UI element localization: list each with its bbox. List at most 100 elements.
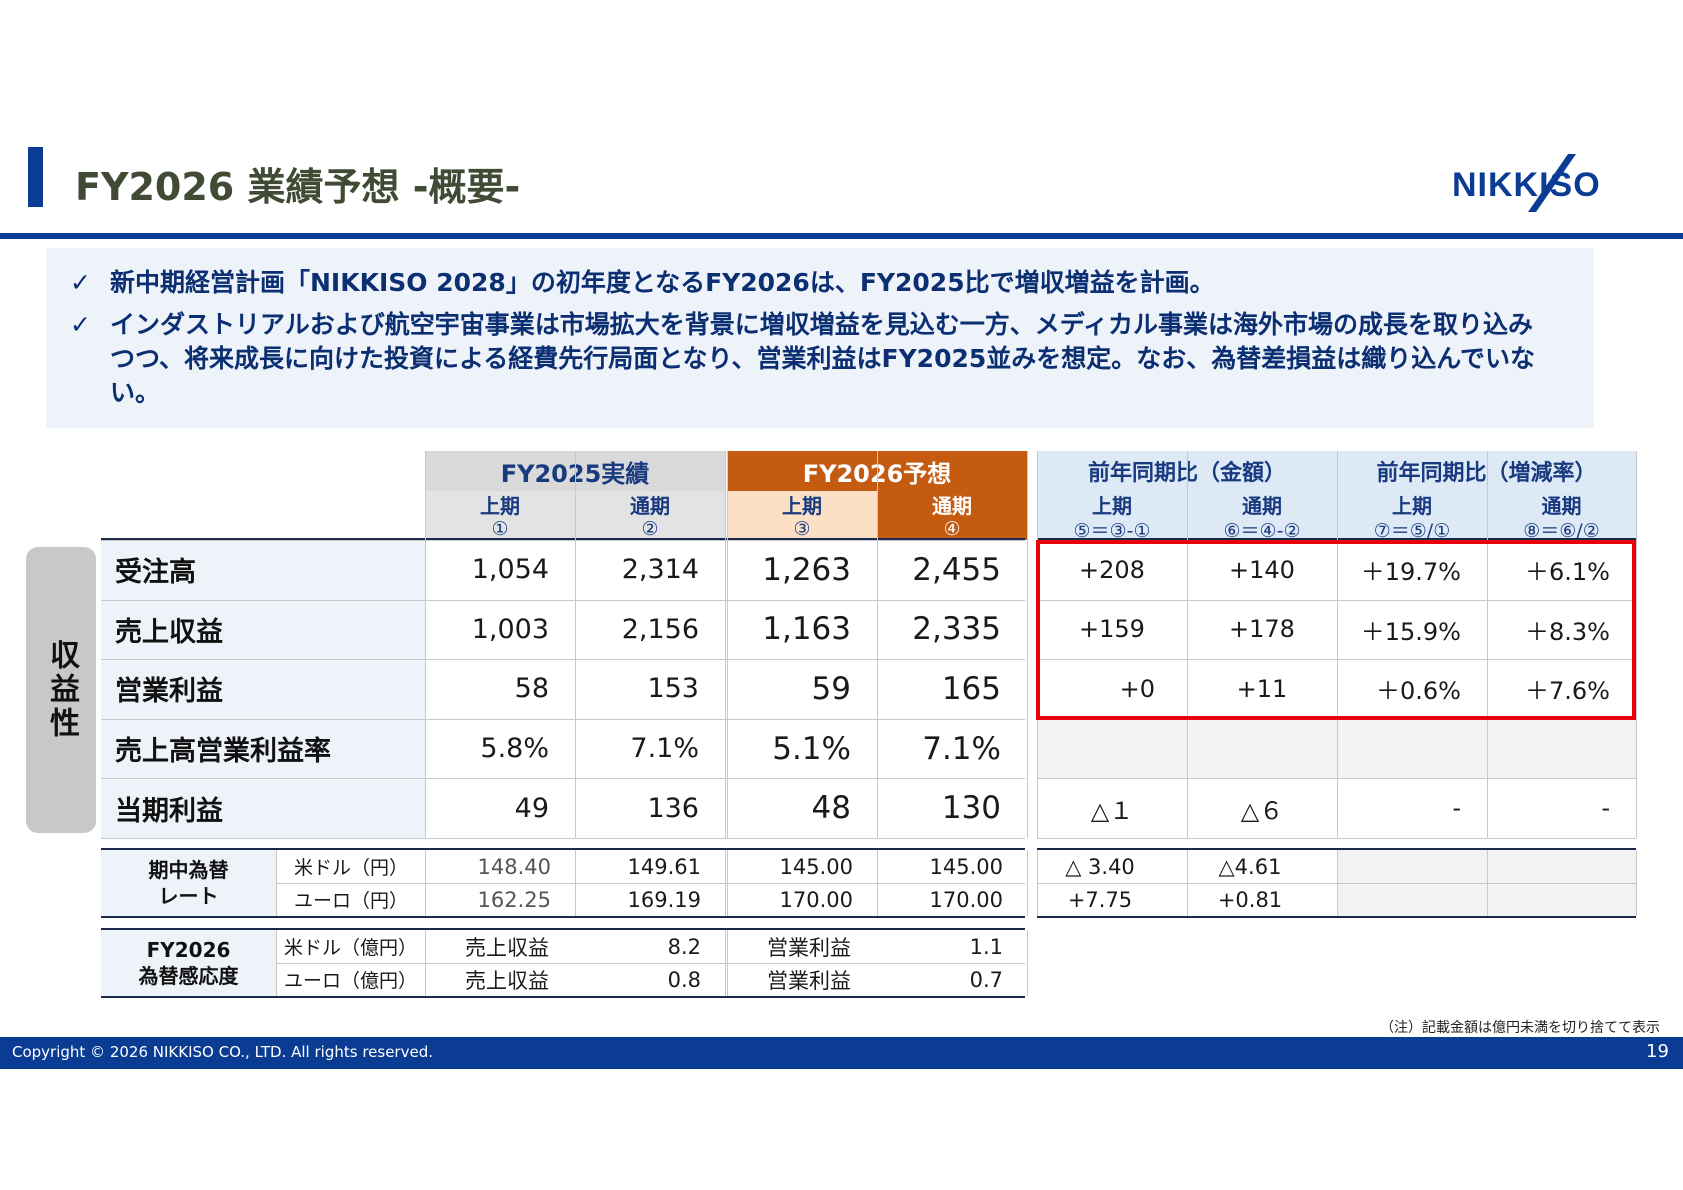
table-rule (101, 838, 1025, 839)
table-rule (1187, 451, 1188, 838)
table-rule (575, 451, 576, 838)
fx-empty-cell (1487, 850, 1636, 883)
table-rule (725, 850, 726, 916)
column-code: ⑤＝③-① (1037, 518, 1187, 542)
table-rule (727, 850, 728, 916)
table-rule (725, 930, 726, 996)
copyright: Copyright © 2026 NIKKISO CO., LTD. All r… (12, 1043, 433, 1061)
row-label: 当期利益 (101, 778, 425, 838)
table-rule (1027, 850, 1028, 916)
sensitivity-value: 0.7 (969, 967, 1003, 992)
table-rule (101, 778, 1025, 780)
sensitivity-item: 営業利益 (767, 935, 851, 960)
table-cell (1187, 718, 1337, 779)
table-rule (425, 850, 426, 916)
row-label: 売上高営業利益率 (101, 718, 425, 779)
table-cell: 58 (514, 673, 549, 705)
fx-cell: 145.00 (929, 854, 1003, 879)
table-cell (1337, 718, 1487, 779)
period-header: 上期 (1337, 491, 1487, 518)
table-cell: 5.8% (480, 733, 549, 765)
period-header: 上期 (1037, 491, 1187, 518)
column-code: ③ (727, 518, 877, 540)
table-cell: 1,003 (471, 613, 549, 645)
summary-bullet: ✓ インダストリアルおよび航空宇宙事業は市場拡大を背景に増収増益を見込む一方、メ… (70, 308, 1554, 410)
table-rule (101, 659, 1025, 661)
sensitivity-value: 0.8 (667, 967, 701, 992)
row-label: 売上収益 (101, 599, 425, 660)
period-header: 通期 (877, 491, 1027, 518)
table-cell: △１ (1090, 796, 1134, 825)
table-rule (425, 451, 426, 838)
table-cell: 59 (811, 670, 851, 707)
table-rule (101, 540, 1025, 541)
period-header: 通期 (1187, 491, 1337, 518)
period-header: 通期 (1487, 491, 1636, 518)
sensitivity-label-line: 為替感応度 (138, 964, 239, 988)
fx-cell: △4.61 (1218, 854, 1282, 879)
table-rule (1027, 451, 1028, 838)
table-rule (1487, 451, 1488, 838)
table-rule (727, 451, 728, 838)
table-rule (727, 930, 728, 996)
table-rule (101, 848, 1025, 850)
check-icon: ✓ (70, 310, 91, 339)
table-rule (1037, 848, 1636, 850)
table-cell: ＋6.1% (1525, 558, 1610, 587)
period-header: 通期 (575, 491, 725, 518)
header-rule (0, 233, 1683, 239)
check-icon: ✓ (70, 268, 91, 297)
table-cell: 5.1% (772, 730, 851, 767)
table-cell: 1,054 (471, 554, 549, 586)
sensitivity-currency: 米ドル（億円） (284, 937, 418, 959)
row-label: 営業利益 (101, 659, 425, 719)
table-cell: ＋8.3% (1525, 617, 1610, 646)
table-rule (877, 451, 878, 838)
group-yoy-rate: 前年同期比（増減率） (1337, 451, 1636, 491)
fx-cell: 170.00 (779, 887, 853, 912)
fx-cell: 148.40 (477, 854, 551, 879)
sensitivity-item: 営業利益 (767, 968, 851, 993)
footer-bar (0, 1037, 1683, 1069)
table-rule (1037, 916, 1636, 918)
table-cell: - (1601, 794, 1610, 823)
table-rule (101, 996, 1025, 998)
table-cell: △６ (1240, 796, 1284, 825)
period-header: 上期 (425, 491, 575, 518)
table-cell: 1,263 (762, 551, 851, 588)
table-cell: +11 (1236, 674, 1288, 703)
table-rule (101, 718, 1025, 720)
fx-cell: 149.61 (627, 854, 701, 879)
table-rule (1487, 850, 1488, 916)
table-cell: +208 (1079, 555, 1145, 584)
table-rule (1037, 883, 1636, 884)
table-rule (1337, 451, 1338, 838)
column-code: ④ (877, 518, 1027, 540)
fx-label-line: 期中為替 (148, 858, 229, 882)
table-cell: 130 (941, 790, 1001, 827)
column-code: ⑦＝⑤/① (1337, 518, 1487, 542)
table-rule (101, 538, 1025, 540)
summary-box: ✓ 新中期経営計画「NIKKISO 2028」の初年度となるFY2026は、FY… (46, 248, 1594, 428)
table-cell: 165 (941, 670, 1001, 707)
table-rule (877, 850, 878, 916)
summary-bullet: ✓ 新中期経営計画「NIKKISO 2028」の初年度となるFY2026は、FY… (70, 266, 1554, 300)
title-accent-bar (28, 147, 43, 207)
logo-text: NIKKISO (1452, 166, 1601, 204)
table-rule (276, 930, 277, 996)
fx-cell: 170.00 (929, 887, 1003, 912)
table-rule (1337, 850, 1338, 916)
table-cell: +178 (1229, 615, 1295, 644)
table-cell: +140 (1229, 555, 1295, 584)
table-rule (1187, 850, 1188, 916)
sensitivity-label-line: FY2026 (146, 938, 231, 962)
sensitivity-label: FY2026 為替感応度 (101, 930, 276, 996)
bullet-text: 新中期経営計画「NIKKISO 2028」の初年度となるFY2026は、FY20… (110, 268, 1215, 297)
table-rule (1027, 930, 1028, 996)
table-rule (101, 928, 1025, 930)
fx-cell: +0.81 (1217, 887, 1283, 912)
fx-empty-cell (1337, 850, 1487, 883)
table-cell: ＋0.6% (1376, 677, 1461, 706)
fx-cell: 169.19 (627, 887, 701, 912)
column-code: ① (425, 518, 575, 540)
